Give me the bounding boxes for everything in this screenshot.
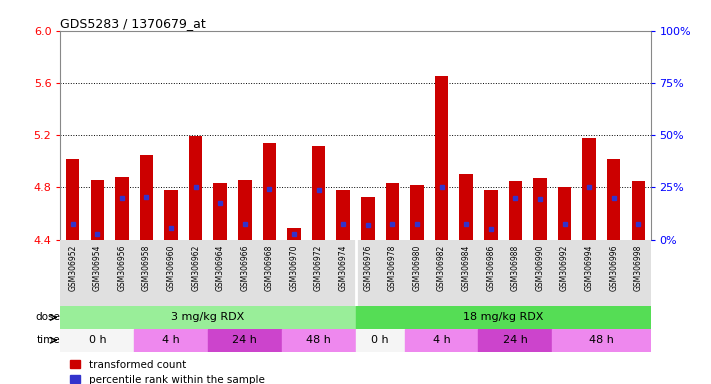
Text: 0 h: 0 h [88, 335, 106, 345]
Text: GSM306998: GSM306998 [634, 245, 643, 291]
Bar [60, 306, 356, 329]
Text: GSM306986: GSM306986 [486, 245, 496, 291]
Text: GSM306952: GSM306952 [68, 245, 77, 291]
Bar [90, 180, 104, 240]
Text: GSM306966: GSM306966 [240, 245, 250, 291]
Bar [356, 306, 651, 329]
Bar [213, 184, 227, 240]
Bar [232, 240, 257, 306]
Bar [238, 180, 252, 240]
Bar [85, 240, 109, 306]
Text: 48 h: 48 h [589, 335, 614, 345]
Bar [262, 143, 276, 240]
Legend: transformed count, percentile rank within the sample: transformed count, percentile rank withi… [65, 356, 269, 384]
Bar [582, 138, 596, 240]
Bar [528, 240, 552, 306]
Bar [109, 240, 134, 306]
Bar [405, 240, 429, 306]
Bar [282, 329, 356, 352]
Bar [189, 136, 203, 240]
Text: 0 h: 0 h [371, 335, 389, 345]
Text: GSM306992: GSM306992 [560, 245, 569, 291]
Text: time: time [36, 335, 60, 345]
Text: GSM306996: GSM306996 [609, 245, 618, 291]
Bar [631, 181, 645, 240]
Bar [405, 329, 479, 352]
Bar [602, 240, 626, 306]
Bar [552, 329, 651, 352]
Bar [577, 240, 602, 306]
Bar [552, 240, 577, 306]
Text: 3 mg/kg RDX: 3 mg/kg RDX [171, 313, 245, 323]
Bar [208, 329, 282, 352]
Bar [356, 329, 405, 352]
Bar [312, 146, 326, 240]
Bar [626, 240, 651, 306]
Text: GSM306958: GSM306958 [142, 245, 151, 291]
Bar [361, 197, 375, 240]
Text: 4 h: 4 h [433, 335, 451, 345]
Bar [410, 185, 424, 240]
Bar [208, 240, 232, 306]
Bar [479, 240, 503, 306]
Bar [429, 240, 454, 306]
Text: 4 h: 4 h [162, 335, 180, 345]
Bar [380, 240, 405, 306]
Bar [282, 240, 306, 306]
Bar [479, 329, 552, 352]
Bar [60, 329, 134, 352]
Text: GSM306964: GSM306964 [215, 245, 225, 291]
Bar [66, 159, 80, 240]
Bar [503, 240, 528, 306]
Text: GDS5283 / 1370679_at: GDS5283 / 1370679_at [60, 17, 206, 30]
Text: GSM306976: GSM306976 [363, 245, 373, 291]
Bar [385, 184, 399, 240]
Bar [183, 240, 208, 306]
Text: GSM306980: GSM306980 [412, 245, 422, 291]
Text: dose: dose [36, 313, 60, 323]
Bar [306, 240, 331, 306]
Bar [134, 240, 159, 306]
Bar [115, 177, 129, 240]
Bar [356, 240, 380, 306]
Text: GSM306970: GSM306970 [289, 245, 299, 291]
Text: GSM306968: GSM306968 [265, 245, 274, 291]
Bar [435, 76, 449, 240]
Text: GSM306984: GSM306984 [461, 245, 471, 291]
Text: GSM306954: GSM306954 [93, 245, 102, 291]
Text: GSM306982: GSM306982 [437, 245, 446, 291]
Text: GSM306994: GSM306994 [584, 245, 594, 291]
Bar [287, 228, 301, 240]
Text: 24 h: 24 h [503, 335, 528, 345]
Bar [159, 240, 183, 306]
Bar [607, 159, 621, 240]
Text: GSM306956: GSM306956 [117, 245, 127, 291]
Text: GSM306962: GSM306962 [191, 245, 201, 291]
Bar [331, 240, 356, 306]
Bar [257, 240, 282, 306]
Text: GSM306990: GSM306990 [535, 245, 545, 291]
Bar [484, 190, 498, 240]
Text: GSM306974: GSM306974 [338, 245, 348, 291]
Text: GSM306988: GSM306988 [510, 245, 520, 291]
Bar [533, 178, 547, 240]
Bar [557, 187, 571, 240]
Bar [454, 240, 479, 306]
Bar [164, 190, 178, 240]
Text: 48 h: 48 h [306, 335, 331, 345]
Text: GSM306972: GSM306972 [314, 245, 323, 291]
Text: 24 h: 24 h [232, 335, 257, 345]
Bar [140, 155, 154, 240]
Text: 18 mg/kg RDX: 18 mg/kg RDX [463, 313, 543, 323]
Text: GSM306978: GSM306978 [388, 245, 397, 291]
Bar [459, 174, 473, 240]
Bar [508, 181, 522, 240]
Bar [336, 190, 350, 240]
Bar [134, 329, 208, 352]
Text: GSM306960: GSM306960 [166, 245, 176, 291]
Bar [60, 240, 85, 306]
